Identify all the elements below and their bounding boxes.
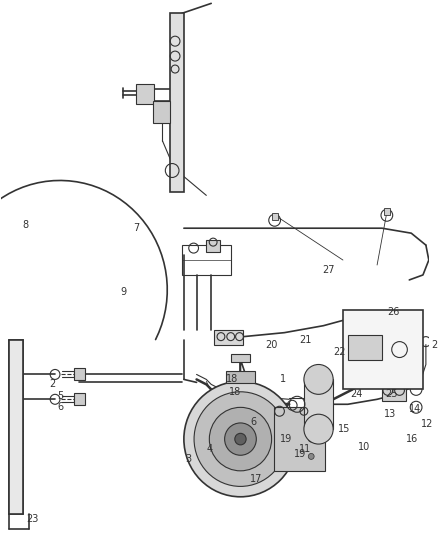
Bar	[348, 335, 382, 360]
Circle shape	[308, 419, 314, 425]
Text: 14: 14	[409, 404, 421, 414]
Text: 13: 13	[384, 409, 396, 419]
Text: 19: 19	[279, 434, 292, 444]
Circle shape	[308, 454, 314, 459]
Text: 6: 6	[250, 417, 256, 427]
Text: 2: 2	[431, 340, 437, 350]
Text: 7: 7	[133, 223, 139, 233]
Circle shape	[194, 392, 287, 487]
Bar	[384, 208, 390, 215]
Bar	[206, 240, 220, 252]
Bar	[231, 353, 250, 361]
Text: 12: 12	[421, 419, 433, 429]
Bar	[214, 330, 244, 345]
Text: 22: 22	[333, 346, 346, 357]
Text: 5: 5	[57, 391, 63, 401]
Bar	[153, 101, 170, 123]
Text: 6: 6	[57, 402, 63, 412]
Text: 19: 19	[294, 449, 307, 459]
Bar	[275, 407, 325, 471]
Bar	[182, 245, 231, 275]
Text: 10: 10	[357, 442, 370, 452]
Text: 15: 15	[338, 424, 350, 434]
Text: 18: 18	[226, 374, 238, 384]
Bar	[272, 213, 278, 220]
Text: 4: 4	[206, 444, 212, 454]
Text: 3: 3	[185, 454, 191, 464]
Text: 9: 9	[120, 287, 127, 297]
Text: 1: 1	[279, 374, 286, 384]
Circle shape	[304, 365, 333, 394]
Bar	[382, 379, 406, 401]
Text: 11: 11	[299, 444, 311, 454]
Circle shape	[209, 407, 272, 471]
Text: 23: 23	[26, 514, 38, 524]
Text: 21: 21	[299, 335, 311, 345]
Text: 27: 27	[322, 265, 335, 275]
Circle shape	[304, 414, 333, 444]
Bar	[74, 393, 85, 405]
Bar	[136, 84, 154, 104]
Bar	[304, 379, 333, 429]
Bar	[9, 340, 23, 514]
Text: 20: 20	[265, 340, 277, 350]
Text: 17: 17	[250, 474, 263, 484]
Text: 8: 8	[23, 220, 29, 230]
Bar	[343, 310, 423, 389]
Text: 26: 26	[387, 307, 399, 317]
Circle shape	[235, 433, 246, 445]
Bar	[74, 368, 85, 381]
Text: 24: 24	[351, 389, 363, 399]
Bar	[226, 372, 255, 383]
Bar	[170, 13, 184, 192]
Circle shape	[225, 423, 256, 455]
Circle shape	[184, 382, 297, 497]
Text: 18: 18	[229, 387, 241, 397]
Text: 16: 16	[406, 434, 419, 444]
Circle shape	[308, 436, 314, 442]
Text: 2: 2	[49, 379, 55, 390]
Text: 25: 25	[385, 389, 397, 399]
